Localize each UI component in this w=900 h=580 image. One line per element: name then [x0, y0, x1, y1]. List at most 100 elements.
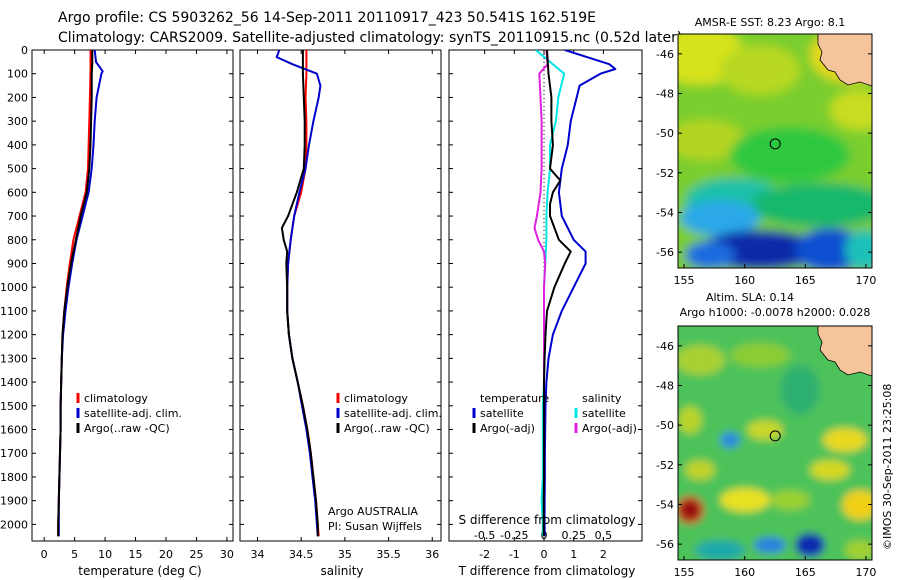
sla-map-subtitle: Argo h1000: -0.0078 h2000: 0.028	[680, 306, 871, 319]
x-tick-label: 25	[189, 548, 203, 561]
series-line-argo-raw-qc	[57, 50, 94, 537]
argo-program-annotation: Argo AUSTRALIA	[328, 505, 418, 518]
depth-tick-label: 600	[7, 186, 28, 199]
series-line-satellite	[535, 50, 566, 537]
depth-tick-label: 100	[7, 68, 28, 81]
difference-legend: temperature salinity satellite Argo(-adj) sa…	[472, 392, 637, 435]
map-lat-label: -56	[656, 246, 674, 259]
depth-tick-label: 0	[21, 44, 28, 57]
difference-panel: -2 -1 0 1 2 -0.5 -0.25 0 0.25 0.5 S difference f…	[448, 49, 643, 578]
s-difference-ticks: -0.5 -0.25 0 0.25 0.5	[474, 529, 612, 542]
salinity-axis-label: salinity	[320, 564, 363, 578]
map-lon-label: 160	[734, 566, 755, 579]
difference-profiles	[533, 50, 617, 537]
x-tick-label: -1	[509, 548, 520, 561]
depth-tick-label: 400	[7, 139, 28, 152]
x-tick-label: 5	[71, 548, 78, 561]
depth-tick-label: 2000	[0, 518, 28, 531]
map-lon-label: 160	[734, 274, 755, 287]
x-tick-label: 34.5	[289, 548, 314, 561]
map-lon-label: 155	[674, 566, 695, 579]
x-tick-label: 35.5	[376, 548, 401, 561]
depth-tick-label: 500	[7, 163, 28, 176]
temperature-legend: climatology satellite-adj. clim. Argo(..ra…	[76, 392, 182, 435]
x-tick-label: 30	[220, 548, 234, 561]
legend-temperature-title: temperature	[480, 392, 549, 405]
s-tick-label: -0.5	[474, 529, 495, 542]
legend-salinity-title: salinity	[582, 392, 622, 405]
depth-tick-label: 1300	[0, 352, 28, 365]
sst-map: AMSR-E SST: 8.23 Argo: 8.1 155 160 1	[656, 16, 876, 287]
legend-label: Argo(..raw -QC)	[84, 422, 170, 435]
map-lat-label: -50	[656, 419, 674, 432]
temperature-profiles	[57, 50, 104, 537]
credit-timestamp: ©IMOS 30-Sep-2011 23:25:08	[881, 384, 894, 550]
map-lat-label: -52	[656, 459, 674, 472]
map-lat-label: -46	[656, 340, 674, 353]
temperature-axis-ticks: 0 5 10 15 20 25 30	[41, 50, 234, 561]
sla-map-frame	[677, 325, 873, 561]
header-line-1: Argo profile: CS 5903262_56 14-Sep-2011 …	[58, 10, 596, 26]
map-lat-label: -52	[656, 167, 674, 180]
map-lat-label: -48	[656, 379, 674, 392]
depth-tick-label: 1200	[0, 329, 28, 342]
depth-tick-label: 800	[7, 234, 28, 247]
x-tick-label: 20	[159, 548, 173, 561]
temperature-panel: 0100200300400500600700800900100011001200…	[0, 44, 234, 578]
difference-depth-ticks	[449, 49, 642, 525]
x-tick-label: 34	[250, 548, 264, 561]
depth-tick-label: 1800	[0, 471, 28, 484]
x-tick-label: -2	[479, 548, 490, 561]
map-lon-label: 155	[674, 274, 695, 287]
legend-label: Argo(-adj)	[582, 422, 637, 435]
salinity-axes-frame	[239, 49, 442, 542]
salinity-profiles	[275, 50, 322, 537]
map-lon-label: 170	[855, 566, 876, 579]
temperature-axis-label: temperature (deg C)	[78, 564, 201, 578]
map-lat-label: -54	[656, 206, 674, 219]
sla-field	[678, 326, 872, 560]
sla-map-title: Altim. SLA: 0.14	[706, 291, 794, 304]
s-difference-axis-label: S difference from climatology	[459, 513, 636, 527]
depth-tick-label: 300	[7, 115, 28, 128]
depth-tick-label: 1900	[0, 495, 28, 508]
depth-tick-label: 1000	[0, 281, 28, 294]
depth-tick-label: 1600	[0, 424, 28, 437]
legend-label: Argo(-adj)	[480, 422, 535, 435]
x-tick-label: 35	[338, 548, 352, 561]
series-line-argo-adj	[542, 50, 572, 537]
salinity-legend: climatology satellite-adj. clim. Argo(..ra…	[336, 392, 442, 435]
legend-label: satellite-adj. clim.	[84, 407, 182, 420]
depth-tick-label: 1100	[0, 305, 28, 318]
legend-label: satellite	[582, 407, 626, 420]
x-tick-label: 0	[541, 548, 548, 561]
x-tick-label: 1	[570, 548, 577, 561]
map-lat-label: -50	[656, 127, 674, 140]
x-tick-label: 2	[600, 548, 607, 561]
legend-label: Argo(..raw -QC)	[344, 422, 430, 435]
sst-map-ticks: 155 160 165 170 -46 -48 -50 -52 -54 -56	[656, 48, 876, 287]
depth-tick-label: 1500	[0, 400, 28, 413]
map-lat-label: -46	[656, 48, 674, 61]
sst-land-mass	[817, 34, 872, 87]
depth-tick-label: 700	[7, 210, 28, 223]
depth-axis-ticks: 0 100 200 300 400 500 600 700 800 900 1000 1100 1200…	[0, 44, 233, 531]
depth-tick-label: 1700	[0, 447, 28, 460]
sst-field	[678, 34, 872, 268]
legend-label: climatology	[344, 392, 408, 405]
sla-map-ticks: 155 160 165 170 -46 -48 -50 -52 -54 -56	[656, 340, 876, 579]
temperature-axes-frame	[31, 49, 234, 542]
sla-map: Altim. SLA: 0.14 Argo h1000: -0.0078 h20…	[656, 291, 876, 579]
salinity-depth-ticks	[240, 49, 441, 525]
x-tick-label: 10	[98, 548, 112, 561]
s-tick-label: -0.25	[500, 529, 528, 542]
x-tick-label: 0	[41, 548, 48, 561]
sst-argo-marker	[769, 138, 781, 150]
pi-annotation: PI: Susan Wijffels	[328, 520, 422, 533]
series-line-argo-raw-qc	[280, 50, 319, 537]
map-lon-label: 165	[795, 274, 816, 287]
legend-label: climatology	[84, 392, 148, 405]
salinity-panel: 34 34.5 35 35.5 36 salinity climatology satel…	[239, 49, 442, 578]
sst-map-frame	[677, 33, 873, 269]
